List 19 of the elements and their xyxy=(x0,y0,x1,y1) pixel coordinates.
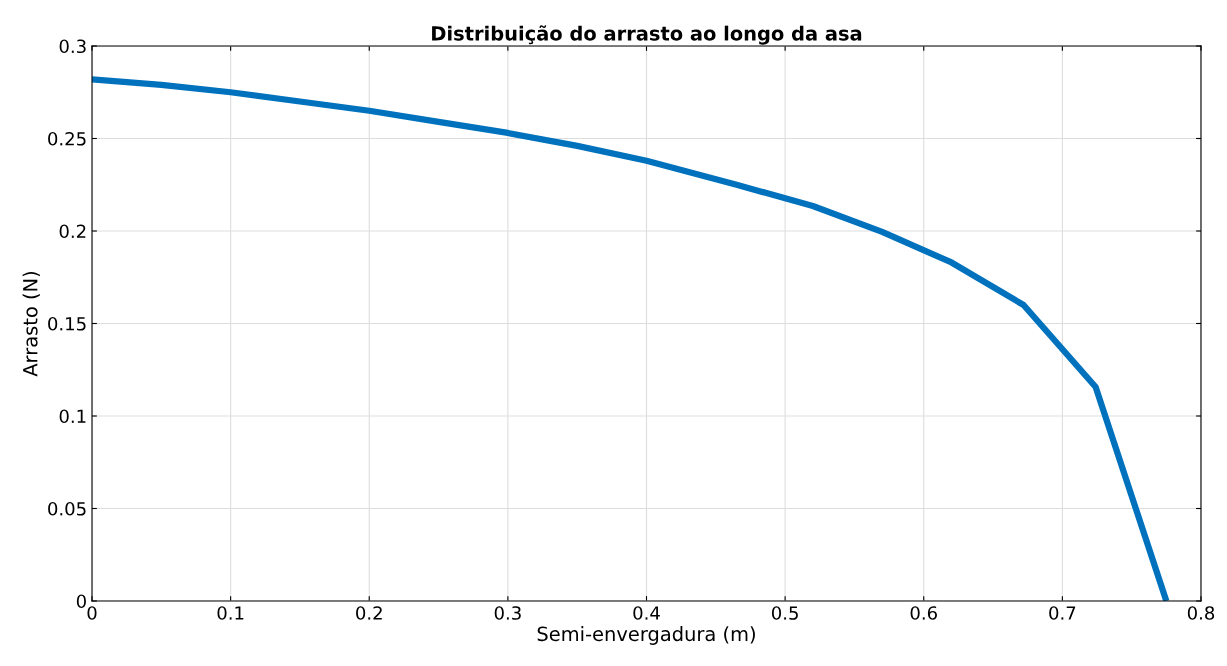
x-axis-title: Semi-envergadura (m) xyxy=(537,626,755,645)
x-tick-label: 0.6 xyxy=(910,606,937,620)
y-tick-label: 0.2 xyxy=(59,224,86,239)
x-tick-label: 0.2 xyxy=(356,606,382,620)
x-tick-label: 0.1 xyxy=(217,606,244,620)
y-axis-title: Arrasto (N) xyxy=(22,271,40,377)
y-tick-label: 0 xyxy=(76,594,86,609)
y-tick-label: 0.1 xyxy=(59,409,86,424)
y-tick-label: 0.3 xyxy=(59,39,86,54)
y-tick-label: 0.15 xyxy=(48,316,86,331)
x-tick-label: 0 xyxy=(87,606,97,620)
chart-title: Distribuição do arrasto ao longo da asa xyxy=(432,25,862,45)
x-tick-label: 0.3 xyxy=(494,606,521,620)
x-tick-label: 0.8 xyxy=(1187,606,1215,620)
x-tick-label: 0.4 xyxy=(633,606,660,620)
x-tick-label: 0.5 xyxy=(771,606,798,620)
x-tick-label: 0.7 xyxy=(1049,606,1076,620)
y-tick-label: 0.05 xyxy=(48,501,86,516)
y-tick-label: 0.25 xyxy=(48,131,86,146)
